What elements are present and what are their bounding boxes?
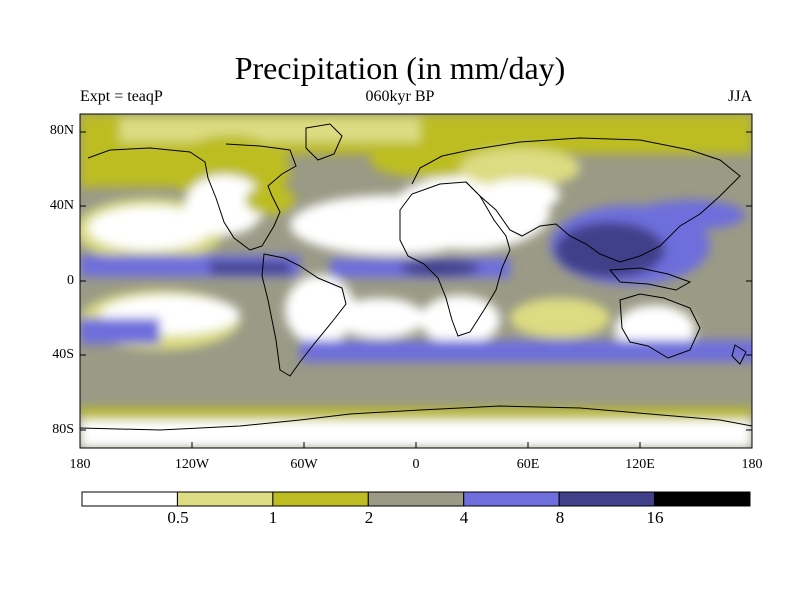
lon-label-120e: 120E xyxy=(625,457,655,472)
field-itcz-africa-heavy xyxy=(400,260,480,276)
field-npac-west-band xyxy=(635,200,745,230)
field-samerica-dry xyxy=(285,275,355,345)
coastlines xyxy=(80,123,752,431)
lat-label-40s: 40S xyxy=(52,347,74,362)
field-southern-stormtrack xyxy=(300,340,752,362)
colorbar-swatch-6 xyxy=(654,491,751,507)
time-period-label: 060kyr BP xyxy=(365,88,435,105)
field-arctic-light xyxy=(120,118,420,142)
field-namerica-dry xyxy=(185,175,265,235)
coast-eurasia xyxy=(411,137,741,263)
map-title: Precipitation (in mm/day) xyxy=(234,50,566,86)
colorbar-label-8: 8 xyxy=(555,508,565,527)
lat-label-80s: 80S xyxy=(52,422,74,437)
lon-label-120w: 120W xyxy=(174,457,210,472)
colorbar-swatch-4 xyxy=(463,491,560,507)
coast-new-zealand xyxy=(731,344,747,365)
map-field xyxy=(80,114,752,448)
experiment-label: Expt = teaqP xyxy=(80,88,163,105)
colorbar-label-1: 1 xyxy=(268,508,278,527)
colorbar-label-0-5: 0.5 xyxy=(167,508,189,527)
field-europe-olive xyxy=(370,142,490,178)
lat-label-80n: 80N xyxy=(49,123,74,138)
season-label: JJA xyxy=(727,88,752,105)
lat-label-40n: 40N xyxy=(49,198,74,213)
lon-label-60w: 60W xyxy=(290,457,318,472)
coast-greenland xyxy=(305,123,343,161)
colorbar-swatch-2 xyxy=(272,491,369,507)
field-asian-monsoon-heavy xyxy=(555,222,665,278)
coast-antarctica xyxy=(80,405,752,431)
field-npac-dry xyxy=(88,206,212,250)
coast-indonesia xyxy=(608,267,692,291)
lon-ticks xyxy=(79,442,753,448)
colorbar-swatch-3 xyxy=(367,491,465,507)
colorbar-swatch-5 xyxy=(558,491,656,507)
colorbar-label-16: 16 xyxy=(646,508,664,527)
colorbar-label-2: 2 xyxy=(364,508,374,527)
field-satlantic-dry xyxy=(335,298,425,338)
field-safrica-dry xyxy=(420,295,500,345)
field-centralasia-dry xyxy=(480,179,560,211)
field-itcz-epac-heavy xyxy=(210,262,290,274)
coast-australia xyxy=(619,293,701,359)
colorbar-swatch-0 xyxy=(81,491,178,507)
lat-label-eq: 0 xyxy=(67,273,74,288)
field-eastus-olive xyxy=(245,185,295,215)
lon-label-180e: 180 xyxy=(741,457,763,472)
colorbar xyxy=(81,491,751,507)
lon-label-60e: 60E xyxy=(516,457,540,472)
lat-ticks xyxy=(80,131,752,431)
coast-north-america xyxy=(87,143,297,251)
coast-south-america xyxy=(261,253,347,377)
lon-label-0: 0 xyxy=(412,457,420,472)
field-spac-west-band xyxy=(80,318,160,344)
lon-label-180w: 180 xyxy=(69,457,91,472)
field-indian-ocean-light xyxy=(510,298,610,338)
field-asia-light xyxy=(460,148,580,188)
colorbar-swatch-1 xyxy=(176,491,274,507)
colorbar-label-4: 4 xyxy=(459,508,469,527)
